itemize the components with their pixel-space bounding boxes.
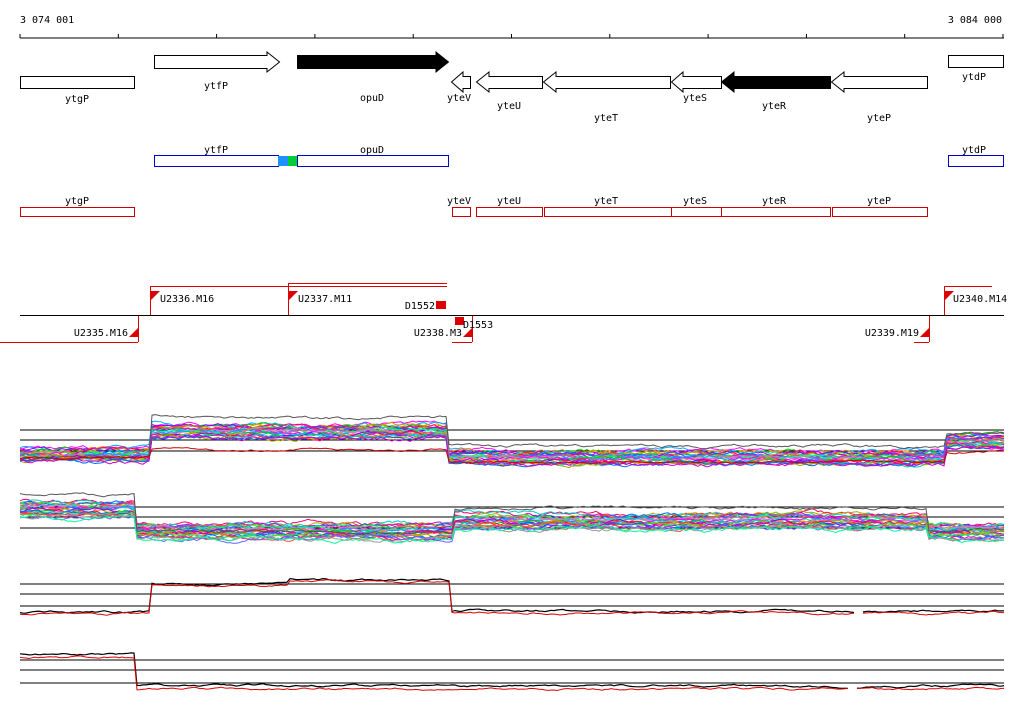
red-gene-yteU[interactable]: yteU: [476, 196, 543, 217]
expression-profile-reverse-conditions: [19, 492, 1005, 545]
red-gene-yteT[interactable]: yteT: [544, 196, 672, 217]
blue-label-opuD: opuD: [360, 145, 384, 156]
red-gene-yteR[interactable]: yteR: [721, 196, 831, 217]
blue-label-ytdP: ytdP: [962, 145, 986, 156]
red-label-yteV: yteV: [447, 196, 471, 207]
gene-opuD[interactable]: opuD: [297, 50, 450, 104]
blue-gene-opuD[interactable]: opuD: [297, 145, 449, 167]
gene-label-yteU: yteU: [497, 101, 521, 112]
transcript-label-U2338.M3: U2338.M3: [414, 328, 462, 339]
condition-profile: [20, 432, 1005, 468]
gene-label-yteV: yteV: [447, 93, 471, 104]
red-label-yteU: yteU: [497, 196, 521, 207]
transcript-U2335.M16[interactable]: U2335.M16: [0, 316, 139, 343]
transcript-track: U2336.M16 U2337.M11 D1552 U2340.M14 U233…: [0, 283, 1007, 343]
gene-label-yteT: yteT: [594, 113, 618, 124]
blue-highlight-marker: [278, 156, 288, 166]
transcript-U2336.M16[interactable]: U2336.M16: [150, 286, 447, 316]
condition-profile: [19, 423, 1005, 459]
terminator-D1553[interactable]: D1553: [455, 317, 493, 331]
gene-ytgP[interactable]: ytgP: [20, 76, 135, 106]
transcript-U2337.M11[interactable]: U2337.M11: [288, 283, 447, 316]
terminator-label-D1553: D1553: [463, 320, 493, 331]
blue-gene-track: ytfP opuD ytdP: [154, 145, 1004, 167]
gene-label-ytfP: ytfP: [204, 81, 228, 92]
red-label-yteP: yteP: [867, 196, 891, 207]
ruler-end-label: 3 084 000: [948, 15, 1002, 26]
ruler-ticks: [19, 34, 1004, 38]
red-gene-ytgP[interactable]: ytgP: [20, 196, 135, 217]
blue-label-ytfP: ytfP: [204, 145, 228, 156]
red-label-yteR: yteR: [762, 196, 787, 207]
blue-gene-ytdP[interactable]: ytdP: [948, 145, 1004, 167]
transcript-label-U2337.M11: U2337.M11: [298, 294, 352, 305]
condition-profile: [19, 434, 1005, 468]
red-gene-yteV[interactable]: yteV: [447, 196, 471, 217]
red-gene-yteP[interactable]: yteP: [832, 196, 928, 217]
expression-profile-forward-conditions: [19, 414, 1005, 469]
gene-label-ytgP: ytgP: [65, 94, 89, 105]
gene-ytfP[interactable]: ytfP: [154, 50, 281, 92]
min-profile: [19, 447, 1005, 464]
transcript-label-U2339.M19: U2339.M19: [865, 328, 919, 339]
gene-ytdP[interactable]: ytdP: [948, 55, 1004, 84]
summary-profile: [19, 652, 1005, 690]
summary-profile-red: [19, 655, 1004, 692]
condition-profile: [19, 513, 1005, 543]
transcript-U2339.M19[interactable]: U2339.M19: [865, 316, 930, 343]
gene-label-ytdP: ytdP: [962, 72, 986, 83]
transcript-label-U2336.M16: U2336.M16: [160, 294, 214, 305]
ruler-start-label: 3 074 001: [20, 15, 74, 26]
gene-label-opuD: opuD: [360, 93, 384, 104]
gene-yteT[interactable]: yteT: [542, 70, 671, 124]
condition-profile: [20, 514, 1005, 545]
red-gene-track: ytgP yteV yteU yteT yteS yteR yteP: [20, 196, 928, 217]
terminator-D1552[interactable]: D1552: [405, 301, 446, 312]
terminator-label-D1552: D1552: [405, 301, 435, 312]
green-highlight-marker: [288, 156, 297, 166]
blue-gene-ytfP[interactable]: ytfP: [154, 145, 279, 167]
red-label-yteS: yteS: [683, 196, 707, 207]
red-label-yteT: yteT: [594, 196, 618, 207]
red-gene-yteS[interactable]: yteS: [671, 196, 722, 217]
condition-profile: [19, 427, 1005, 463]
max-profile: [19, 414, 1005, 461]
max-profile: [19, 492, 1005, 536]
red-label-ytgP: ytgP: [65, 196, 89, 207]
gene-yteV[interactable]: yteV: [447, 70, 471, 104]
transcript-label-U2340.M14: U2340.M14: [953, 294, 1007, 305]
gene-label-yteR: yteR: [762, 101, 787, 112]
gene-yteS[interactable]: yteS: [670, 70, 722, 104]
summary-profile-red: [19, 579, 1005, 616]
condition-profile: [19, 507, 1005, 537]
transcript-U2340.M14[interactable]: U2340.M14: [944, 286, 1007, 316]
gene-track: ytgP ytfP opuD yteV yteU yteT yteS yteR: [20, 50, 1004, 124]
gene-label-yteS: yteS: [683, 93, 707, 104]
transcript-U2338.M3[interactable]: U2338.M3: [414, 316, 473, 343]
transcript-label-U2335.M16: U2335.M16: [74, 328, 128, 339]
coordinate-ruler: 3 074 001 3 084 000: [19, 15, 1004, 39]
gene-yteP[interactable]: yteP: [830, 70, 928, 124]
gene-label-yteP: yteP: [867, 113, 891, 124]
expression-profile-reverse-summary: [19, 652, 1005, 692]
gene-yteR[interactable]: yteR: [720, 70, 831, 112]
expression-profile-forward-summary: [19, 577, 1005, 616]
gene-yteU[interactable]: yteU: [475, 70, 543, 112]
